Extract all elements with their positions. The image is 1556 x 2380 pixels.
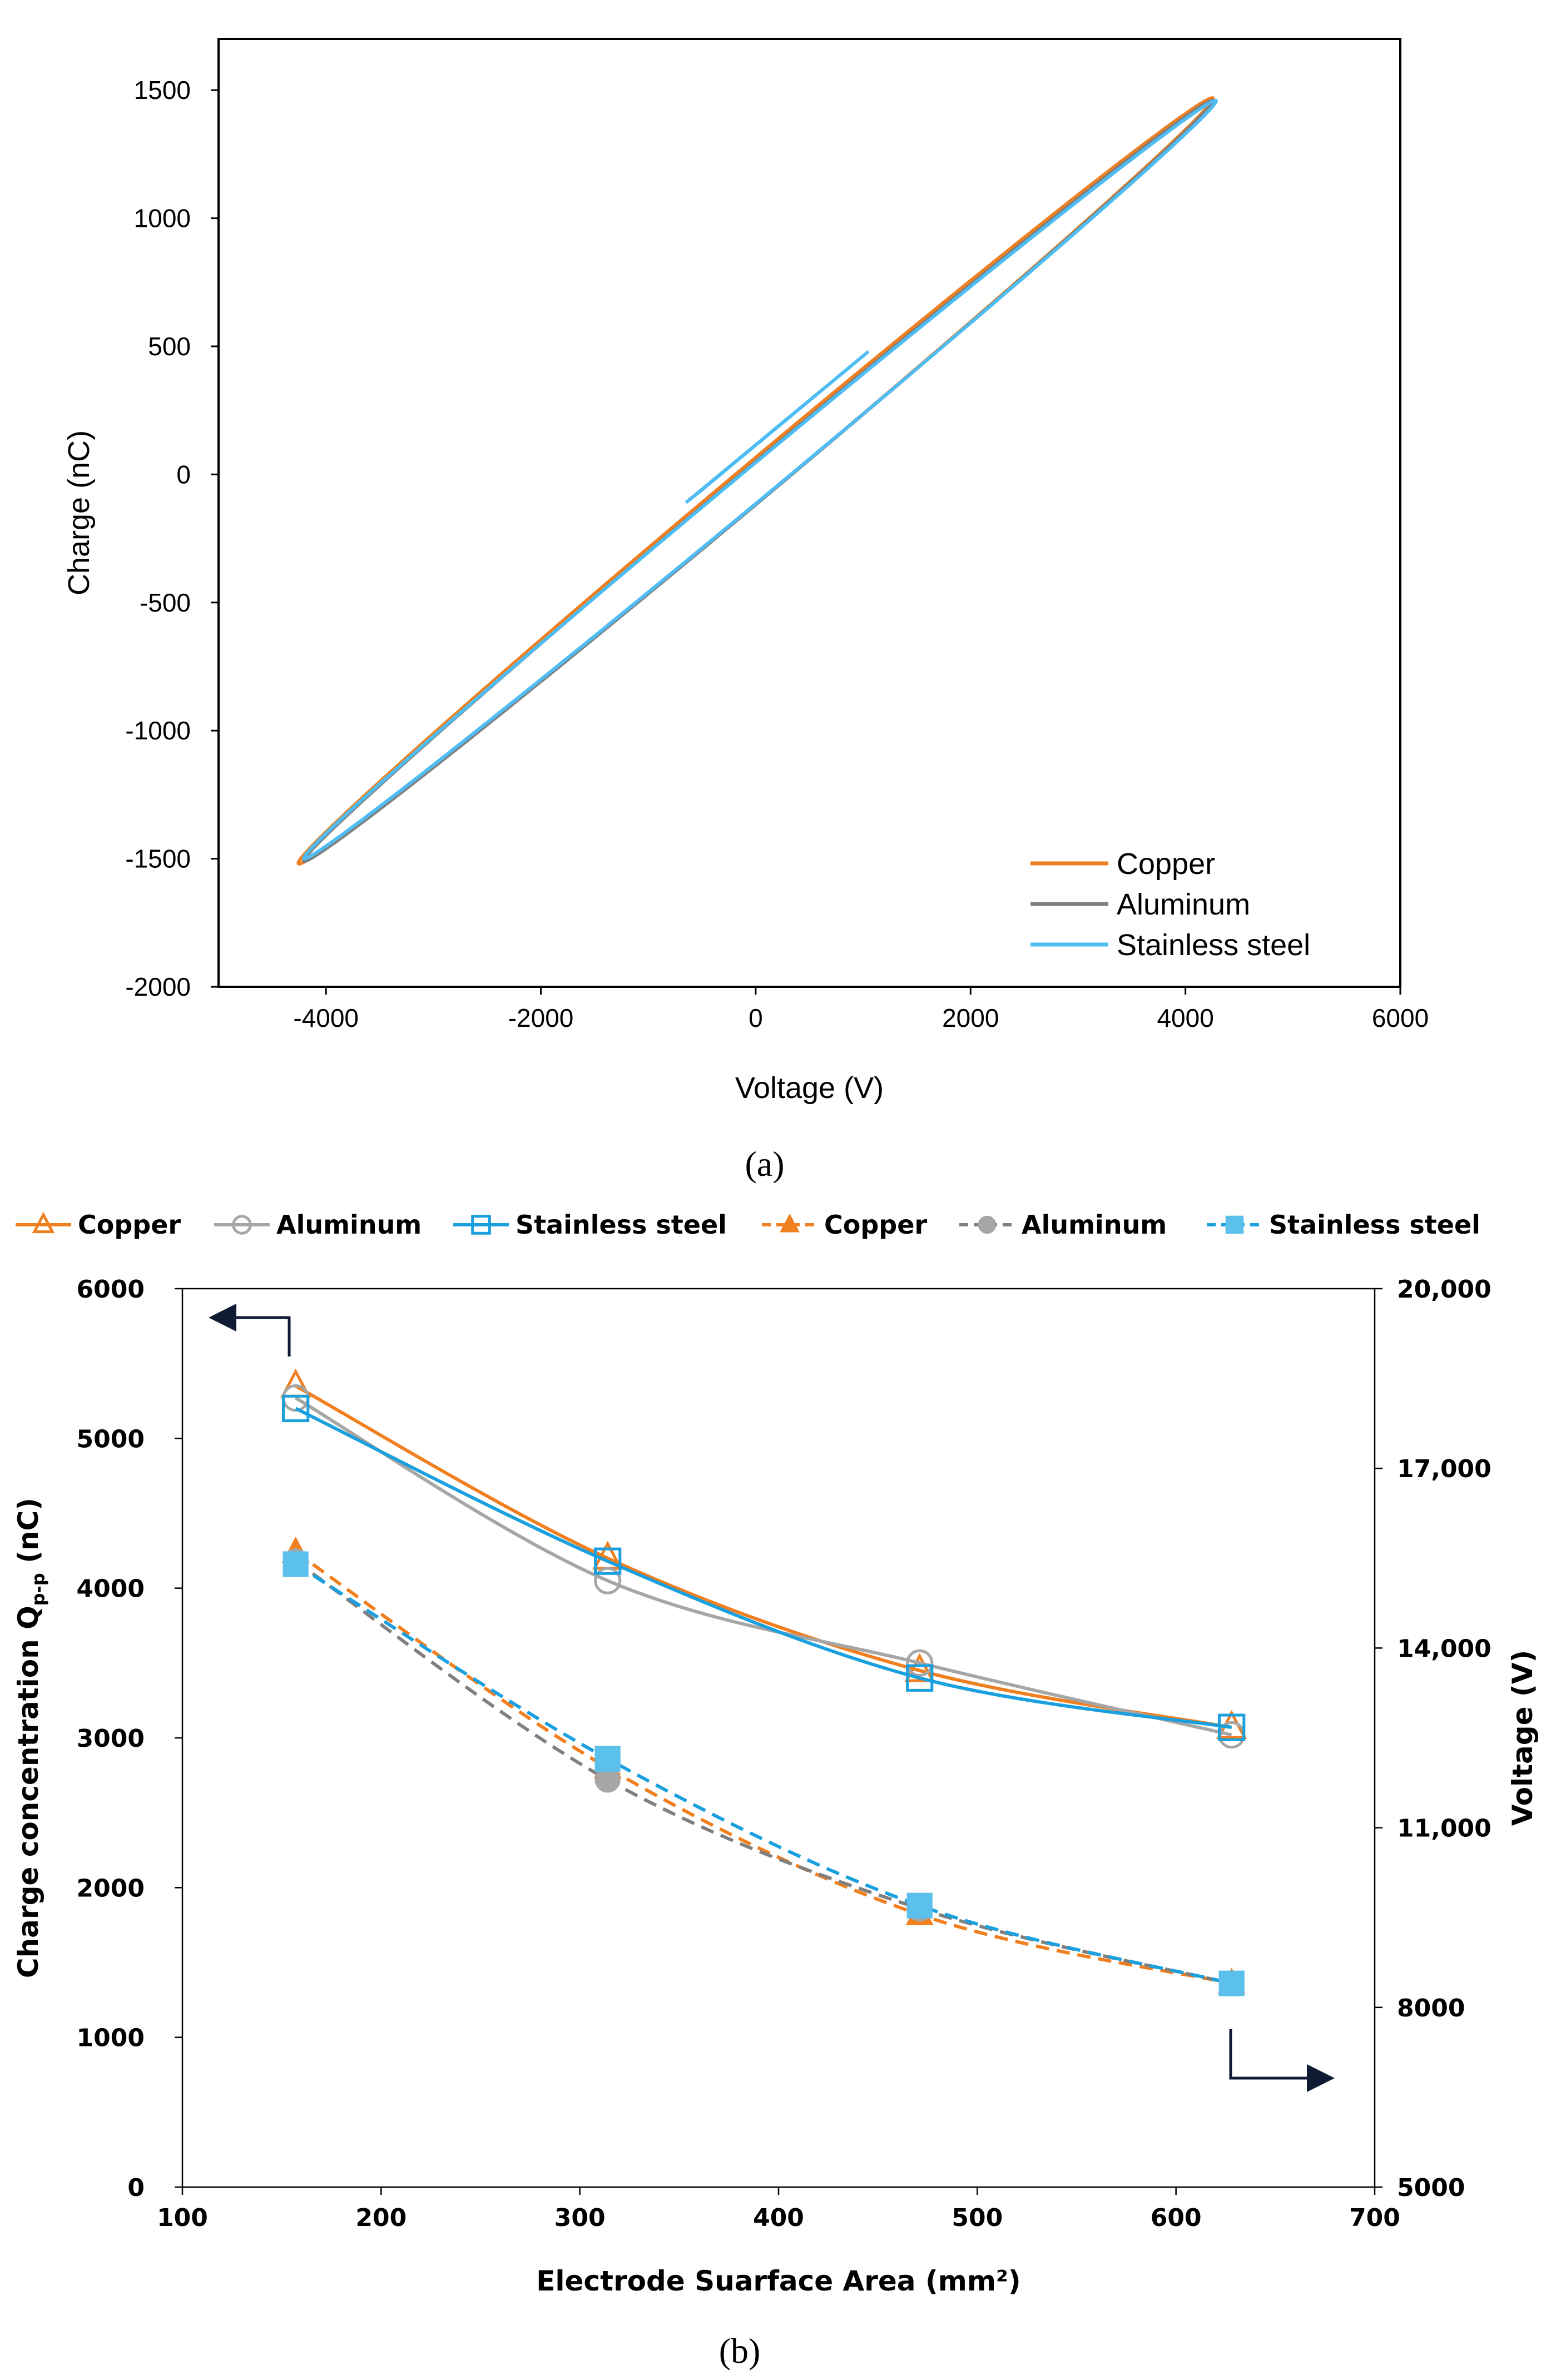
panel-a-y-label: Charge (nC)	[62, 430, 96, 595]
legend-label: Copper	[78, 1210, 181, 1240]
panel-a-caption: (a)	[745, 1144, 784, 1184]
data-point	[594, 1547, 622, 1575]
panel-b-ticks: 100 200 300 400 500 600 700 0 1000 2000 3000 4000 50…	[77, 1275, 1491, 2232]
legend-label: Stainless steel	[516, 1210, 727, 1240]
x-tick-label: 500	[952, 2204, 1003, 2232]
series-line-charge-aluminum	[295, 1397, 1232, 1737]
data-point	[906, 1664, 934, 1692]
legend-marker	[32, 1211, 55, 1234]
panel-b-series	[280, 1368, 1247, 1996]
panel-a-legend: Copper Aluminum Stainless steel	[1030, 847, 1310, 962]
y-tick-label: 1500	[134, 76, 191, 105]
series-line-stainless-steel	[302, 98, 1218, 861]
panel-b-y-label: Charge concentration Qp-p (nC)	[12, 1498, 49, 1978]
panel-b-legend: Copper Aluminum Stainless steel Copper Alumi…	[16, 1210, 1480, 1240]
panel-a-series	[296, 96, 1218, 866]
legend-label: Copper	[1117, 847, 1215, 881]
data-point	[904, 1653, 935, 1682]
x-tick-label: -2000	[508, 1003, 574, 1032]
x-tick-label: 700	[1349, 2204, 1400, 2232]
panel-b-y-label-unit: (nC)	[12, 1498, 44, 1573]
legend-label: Stainless steel	[1269, 1210, 1480, 1240]
panel-a: -4000 -2000 0 2000 4000 6000 1500 1000 500 0 -500…	[62, 38, 1429, 1184]
series-line-copper	[296, 96, 1215, 866]
x-tick-label: 6000	[1372, 1003, 1429, 1032]
y-tick-label: -1500	[125, 844, 191, 873]
x-tick-label: 2000	[942, 1003, 999, 1032]
x-tick-label: 100	[157, 2204, 208, 2232]
y-tick-label: 1000	[134, 204, 191, 233]
legend-marker	[471, 1215, 491, 1235]
series-line-charge-stainless-steel	[295, 1407, 1232, 1730]
panel-b-y-label-main: Charge concentration Q	[12, 1606, 44, 1978]
legend-marker	[1225, 1215, 1244, 1234]
series-line-voltage-copper	[294, 1551, 1232, 1985]
y-tick-label: -2000	[125, 972, 191, 1001]
legend-label: Aluminum	[1022, 1210, 1167, 1240]
legend-marker	[232, 1215, 252, 1235]
panel-a-y-ticks: 1500 1000 500 0 -500 -1000 -1500 -2000	[125, 76, 219, 1001]
series-line-charge-copper	[295, 1384, 1232, 1730]
panel-a-x-ticks: -4000 -2000 0 2000 4000 6000	[293, 987, 1429, 1032]
panel-b: Copper Aluminum Stainless steel Copper Alumi…	[12, 1210, 1539, 2371]
x-tick-label: 200	[355, 2204, 407, 2232]
series-minor-loop	[685, 350, 870, 504]
legend-label: Aluminum	[276, 1210, 422, 1240]
y-tick-label: 2000	[77, 1874, 145, 1902]
y-tick-label: 0	[176, 460, 191, 489]
y-tick-label: -1000	[125, 716, 191, 745]
y2-tick-label: 8000	[1397, 1994, 1465, 2023]
data-point	[282, 1384, 310, 1412]
data-point	[1218, 1970, 1245, 1996]
y-tick-label: 500	[148, 332, 191, 361]
left-axis-arrow	[209, 1304, 291, 1357]
y-tick-label: 0	[127, 2174, 145, 2202]
y-tick-label: 1000	[77, 2024, 145, 2053]
y2-tick-label: 5000	[1397, 2174, 1465, 2202]
y2-tick-label: 14,000	[1397, 1634, 1491, 1663]
data-point	[283, 1551, 309, 1577]
y-tick-label: 4000	[77, 1575, 145, 1603]
y2-tick-label: 17,000	[1397, 1455, 1491, 1483]
data-point	[594, 1746, 621, 1772]
y-tick-label: 6000	[77, 1275, 145, 1304]
x-tick-label: 600	[1151, 2204, 1202, 2232]
legend-label: Stainless steel	[1117, 928, 1310, 962]
panel-a-plot-frame	[217, 38, 1401, 988]
series-line-aluminum	[302, 98, 1215, 863]
y2-tick-label: 11,000	[1397, 1815, 1491, 1843]
data-point	[594, 1567, 622, 1594]
panel-b-y-label-sub: p-p	[28, 1573, 49, 1606]
legend-marker	[978, 1215, 997, 1234]
y-tick-label: -500	[140, 588, 191, 617]
legend-label: Aluminum	[1117, 888, 1250, 921]
x-tick-label: 400	[753, 2204, 804, 2232]
panel-a-x-label: Voltage (V)	[735, 1071, 884, 1105]
x-tick-label: 4000	[1157, 1003, 1213, 1032]
panel-b-y2-label: Voltage (V)	[1507, 1650, 1539, 1826]
x-tick-label: -4000	[293, 1003, 359, 1032]
panel-b-caption: (b)	[719, 2331, 761, 2371]
data-point	[906, 1892, 933, 1919]
panel-b-axis-arrows	[209, 1304, 1335, 2092]
right-axis-arrow	[1229, 2029, 1335, 2092]
x-tick-label: 300	[554, 2204, 606, 2232]
x-tick-label: 0	[749, 1003, 763, 1032]
panel-b-x-label: Electrode Suarface Area (mm²)	[536, 2265, 1021, 2297]
legend-label: Copper	[824, 1210, 927, 1240]
y2-tick-label: 20,000	[1397, 1275, 1491, 1304]
series-line-voltage-stainless-steel	[295, 1563, 1232, 1985]
y-tick-label: 5000	[77, 1425, 145, 1453]
legend-marker	[780, 1213, 800, 1233]
data-point	[282, 1394, 310, 1423]
data-point	[1218, 1713, 1246, 1741]
y-tick-label: 3000	[77, 1725, 145, 1753]
data-point	[906, 1649, 934, 1677]
